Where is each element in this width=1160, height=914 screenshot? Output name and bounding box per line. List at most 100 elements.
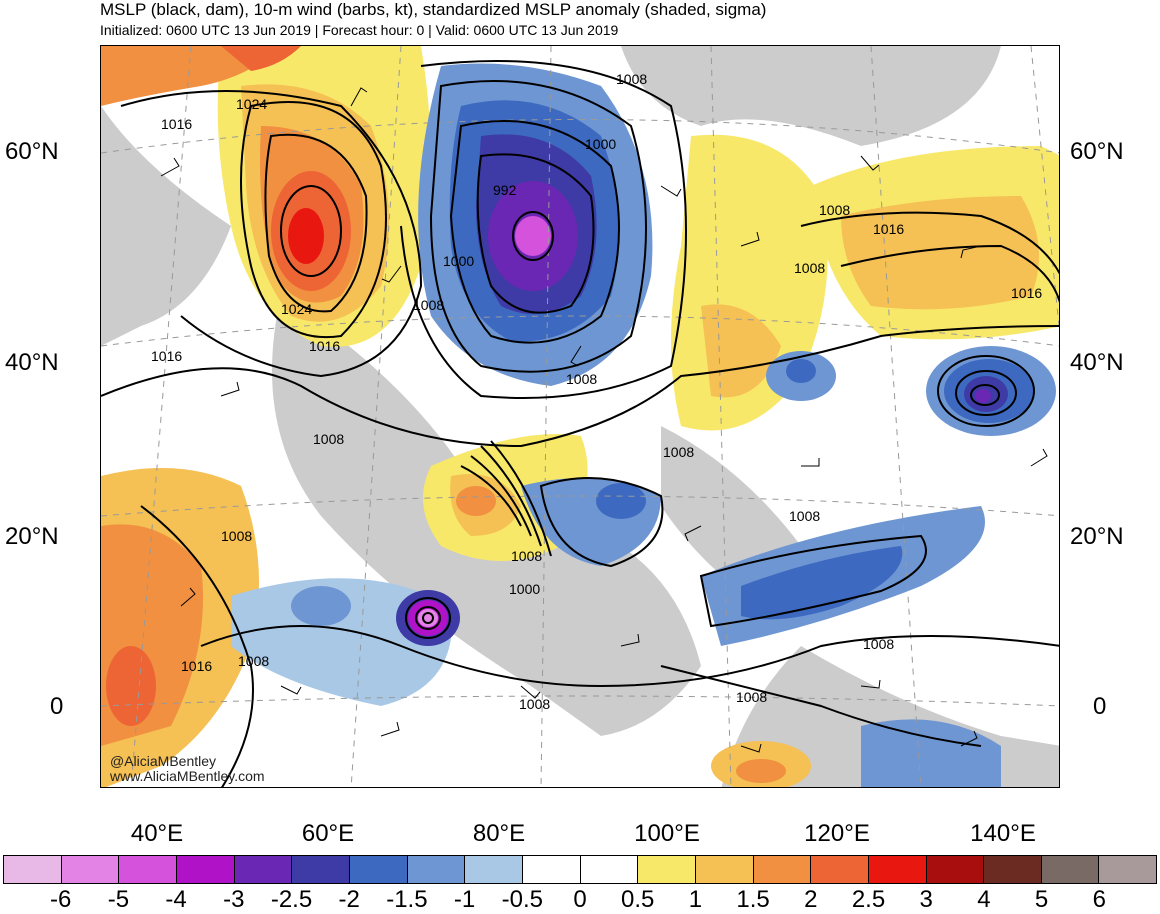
chart-subtitle: Initialized: 0600 UTC 13 Jun 2019 | Fore… — [100, 22, 619, 38]
map-canvas — [101, 46, 1059, 787]
colorbar-label: -0.5 — [501, 886, 543, 913]
siberian-low-core — [515, 216, 551, 256]
lat-label-60n-right: 60°N — [1070, 138, 1124, 165]
arabian-sea-cyclone-core — [418, 609, 438, 627]
contour-label: 1016 — [1011, 285, 1043, 301]
contour-label: 1008 — [616, 71, 648, 87]
indian-ocean-negative-core — [291, 586, 351, 626]
anomaly-neutral-zone — [621, 46, 1001, 146]
colorbar-label: 0.5 — [621, 886, 655, 913]
contour-label: 1008 — [819, 202, 851, 218]
colorbar-label: -6 — [50, 886, 72, 913]
contour-label: 1008 — [221, 528, 253, 544]
colorbar-label: 1.5 — [736, 886, 770, 913]
indonesia-positive-core — [736, 759, 786, 783]
isobars — [101, 60, 1059, 787]
contour-label: 1024 — [236, 96, 268, 112]
colorbar-label: -3 — [223, 886, 245, 913]
southeast-asia-negative-core — [596, 483, 646, 519]
colorbar-label: 6 — [1092, 886, 1106, 913]
colorbar-label: 1 — [688, 886, 703, 913]
contour-label: 992 — [493, 182, 517, 198]
contour-label: 1016 — [181, 658, 213, 674]
tropical-negative-core — [741, 546, 903, 620]
lat-label-0-left: 0 — [50, 693, 64, 720]
contour-label: 1000 — [509, 581, 541, 597]
lat-label-20n-left: 20°N — [5, 523, 59, 550]
colorbar-swatch — [292, 856, 350, 883]
anomaly-neutral-zone — [101, 106, 231, 346]
colorbar-label: -1.5 — [386, 886, 428, 913]
contour-label: 1008 — [413, 297, 445, 313]
lon-label-140e: 140°E — [970, 820, 1036, 847]
colorbar-swatch — [638, 856, 696, 883]
lat-label-40n-right: 40°N — [1070, 349, 1124, 376]
contour-label: 1016 — [151, 348, 183, 364]
south-china-sea-negative — [861, 719, 1001, 787]
colorbar-swatch — [868, 856, 927, 883]
colorbar-swatch — [984, 856, 1042, 883]
colorbar-label: 2.5 — [851, 886, 886, 913]
contour-label: 1008 — [313, 431, 345, 447]
lat-label-60n-left: 60°N — [5, 138, 59, 165]
wind-barbs — [160, 87, 1048, 753]
colorbar-label: -2 — [338, 886, 360, 913]
north-pacific-positive-core — [841, 196, 1039, 310]
nw-positive-anomaly — [101, 46, 281, 106]
lon-label-120e: 120°E — [804, 820, 870, 847]
colorbar-swatch — [61, 856, 120, 883]
colorbar-swatch — [695, 856, 754, 883]
contour-label: 1000 — [443, 253, 475, 269]
nw-positive-anomaly-core — [221, 46, 301, 71]
contour-label: 1008 — [238, 653, 270, 669]
colorbar-label: 4 — [977, 886, 991, 913]
lon-label-60e: 60°E — [301, 820, 355, 847]
contour-label: 1008 — [566, 371, 598, 387]
lat-label-20n-right: 20°N — [1070, 523, 1124, 550]
contour-label: 1024 — [281, 301, 313, 317]
colorbar-swatch — [4, 856, 62, 883]
china-low-core — [786, 359, 816, 383]
contour-label: 1016 — [309, 338, 341, 354]
author-website: www.AliciaMBentley.com — [110, 768, 265, 784]
contour-label: 1016 — [161, 116, 193, 132]
colorbar-swatch — [753, 856, 812, 883]
contour-label: 1008 — [794, 260, 826, 276]
colorbar-swatch — [926, 856, 985, 883]
colorbar-swatch — [465, 856, 523, 883]
contour-label: 1008 — [511, 548, 543, 564]
contour-label: 1000 — [585, 136, 617, 152]
lon-label-80e: 80°E — [472, 820, 526, 847]
contour-label: 1008 — [519, 696, 551, 712]
east-asia-positive-core — [701, 304, 781, 398]
contour-label: 1008 — [663, 444, 695, 460]
colorbar-label: -4 — [165, 886, 187, 913]
contour-label: 1008 — [789, 508, 821, 524]
contour-label: 1008 — [863, 636, 895, 652]
ural-high-core — [288, 208, 324, 264]
lon-label-100e: 100°E — [634, 820, 700, 847]
colorbar-swatch — [119, 856, 177, 883]
anomaly-colorbar — [3, 855, 1157, 884]
colorbar-swatch — [407, 856, 466, 883]
colorbar-label: -1 — [453, 886, 476, 913]
colorbar-label: 3 — [919, 886, 933, 913]
contour-label: 1008 — [736, 689, 768, 705]
colorbar-label: 0 — [573, 886, 587, 913]
colorbar-swatch — [580, 856, 639, 883]
japan-low-center — [975, 389, 991, 403]
colorbar-label: -5 — [107, 886, 130, 913]
map-panel: 1024 1016 1024 1016 1016 992 1000 1000 1… — [100, 45, 1060, 788]
lat-label-0-right: 0 — [1093, 693, 1107, 720]
colorbar-swatch — [1041, 856, 1100, 883]
colorbar-label: 5 — [1034, 886, 1049, 913]
lon-label-40e: 40°E — [130, 820, 184, 847]
chart-title: MSLP (black, dam), 10-m wind (barbs, kt)… — [100, 0, 767, 19]
colorbar-label: 2 — [804, 886, 818, 913]
colorbar-swatch — [176, 856, 235, 883]
colorbar-swatch — [234, 856, 293, 883]
indian-ocean-negative — [231, 578, 453, 706]
lat-label-40n-left: 40°N — [5, 349, 59, 376]
colorbar-swatch — [1099, 856, 1157, 883]
author-handle: @AliciaMBentley — [110, 753, 217, 769]
